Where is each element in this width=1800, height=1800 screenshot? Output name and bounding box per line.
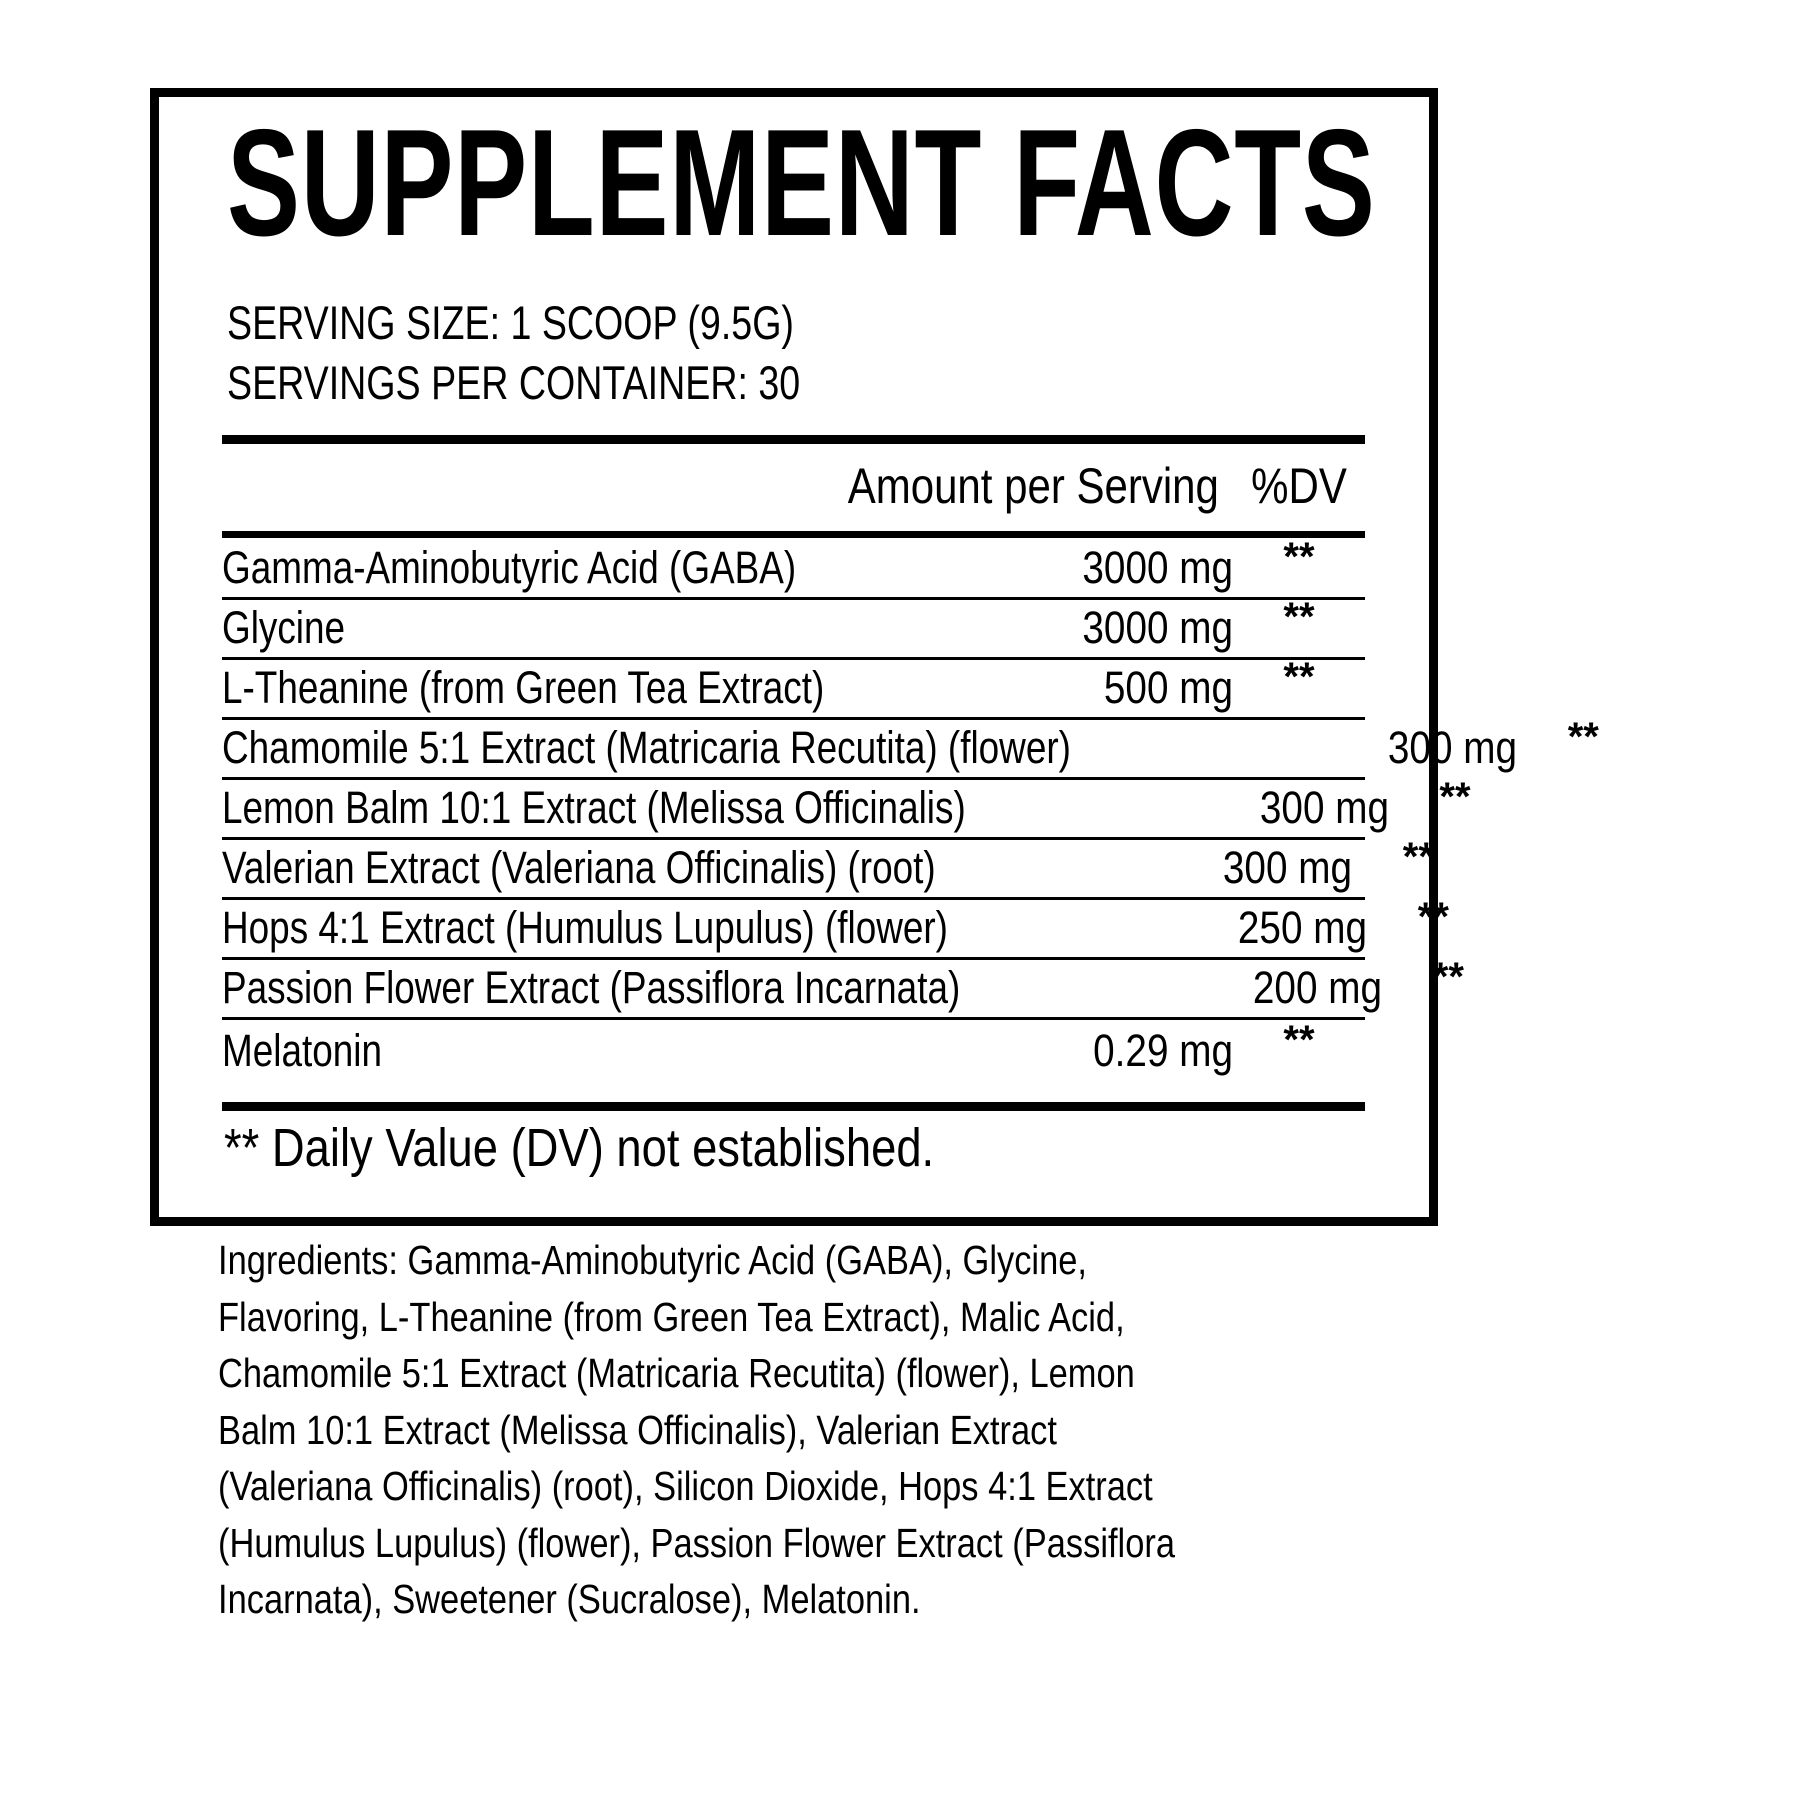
ingredient-name: Gamma-Aminobutyric Acid (GABA) bbox=[222, 542, 797, 593]
ingredient-amount: 200 mg bbox=[1253, 962, 1383, 1013]
ingredients-paragraph: Ingredients: Gamma-Aminobutyric Acid (GA… bbox=[218, 1237, 1175, 1623]
ingredient-amount: 0.29 mg bbox=[1093, 1025, 1233, 1076]
ingredient-name: Lemon Balm 10:1 Extract (Melissa Officin… bbox=[222, 782, 966, 833]
table-row: Chamomile 5:1 Extract (Matricaria Recuti… bbox=[222, 717, 1599, 780]
table-row: Passion Flower Extract (Passiflora Incar… bbox=[222, 957, 1464, 1020]
table-row: Gamma-Aminobutyric Acid (GABA) 3000 mg *… bbox=[222, 535, 1365, 600]
ingredient-dv: ** bbox=[1283, 535, 1315, 579]
table-row: Lemon Balm 10:1 Extract (Melissa Officin… bbox=[222, 777, 1471, 840]
ingredient-name: L-Theanine (from Green Tea Extract) bbox=[222, 662, 825, 713]
daily-value-footnote: ** Daily Value (DV) not established. bbox=[224, 1118, 935, 1178]
ingredient-dv: ** bbox=[1417, 895, 1449, 939]
table-row: Hops 4:1 Extract (Humulus Lupulus) (flow… bbox=[222, 897, 1449, 960]
supplement-facts-panel: SUPPLEMENT FACTS SERVING SIZE: 1 SCOOP (… bbox=[150, 88, 1599, 1226]
ingredient-name: Hops 4:1 Extract (Humulus Lupulus) (flow… bbox=[222, 902, 948, 953]
servings-per-container-text: SERVINGS PER CONTAINER: 30 bbox=[227, 356, 801, 410]
header-amount-per-serving: Amount per Serving bbox=[847, 458, 1219, 514]
ingredient-amount: 300 mg bbox=[1388, 722, 1518, 773]
table-row: Valerian Extract (Valeriana Officinalis)… bbox=[222, 837, 1434, 900]
ingredient-dv: ** bbox=[1439, 775, 1471, 819]
ingredient-amount: 3000 mg bbox=[1082, 602, 1233, 653]
table-row: Glycine 3000 mg ** bbox=[222, 595, 1365, 660]
ingredient-amount: 300 mg bbox=[1259, 782, 1389, 833]
ingredient-amount: 250 mg bbox=[1238, 902, 1368, 953]
serving-size-text: SERVING SIZE: 1 SCOOP (9.5G) bbox=[227, 296, 794, 349]
ingredient-table: Gamma-Aminobutyric Acid (GABA) 3000 mg *… bbox=[222, 535, 1599, 1080]
table-row: L-Theanine (from Green Tea Extract) 500 … bbox=[222, 655, 1365, 720]
ingredient-amount: 500 mg bbox=[1103, 662, 1233, 713]
divider-above-headers bbox=[222, 435, 1365, 444]
divider-above-footnote bbox=[222, 1102, 1365, 1111]
ingredient-name: Melatonin bbox=[222, 1025, 383, 1076]
ingredient-name: Passion Flower Extract (Passiflora Incar… bbox=[222, 962, 961, 1013]
ingredient-dv: ** bbox=[1283, 655, 1315, 699]
table-row: Melatonin 0.29 mg ** bbox=[222, 1020, 1365, 1080]
divider-below-headers bbox=[222, 531, 1365, 538]
table-header-row: Amount per Serving %DV bbox=[222, 449, 1365, 523]
ingredient-dv: ** bbox=[1402, 835, 1434, 879]
ingredient-name: Chamomile 5:1 Extract (Matricaria Recuti… bbox=[222, 722, 1071, 773]
header-percent-dv: %DV bbox=[1251, 458, 1347, 514]
page-title: SUPPLEMENT FACTS bbox=[227, 98, 1376, 268]
ingredient-dv: ** bbox=[1283, 595, 1315, 639]
ingredient-dv: ** bbox=[1432, 955, 1464, 999]
ingredient-name: Glycine bbox=[222, 602, 346, 653]
ingredient-name: Valerian Extract (Valeriana Officinalis)… bbox=[222, 842, 936, 893]
ingredient-amount: 300 mg bbox=[1223, 842, 1353, 893]
ingredient-amount: 3000 mg bbox=[1082, 542, 1233, 593]
ingredient-dv: ** bbox=[1283, 1018, 1315, 1062]
serving-information: SERVING SIZE: 1 SCOOP (9.5G) SERVINGS PE… bbox=[227, 293, 1327, 413]
ingredient-dv: ** bbox=[1567, 715, 1599, 759]
